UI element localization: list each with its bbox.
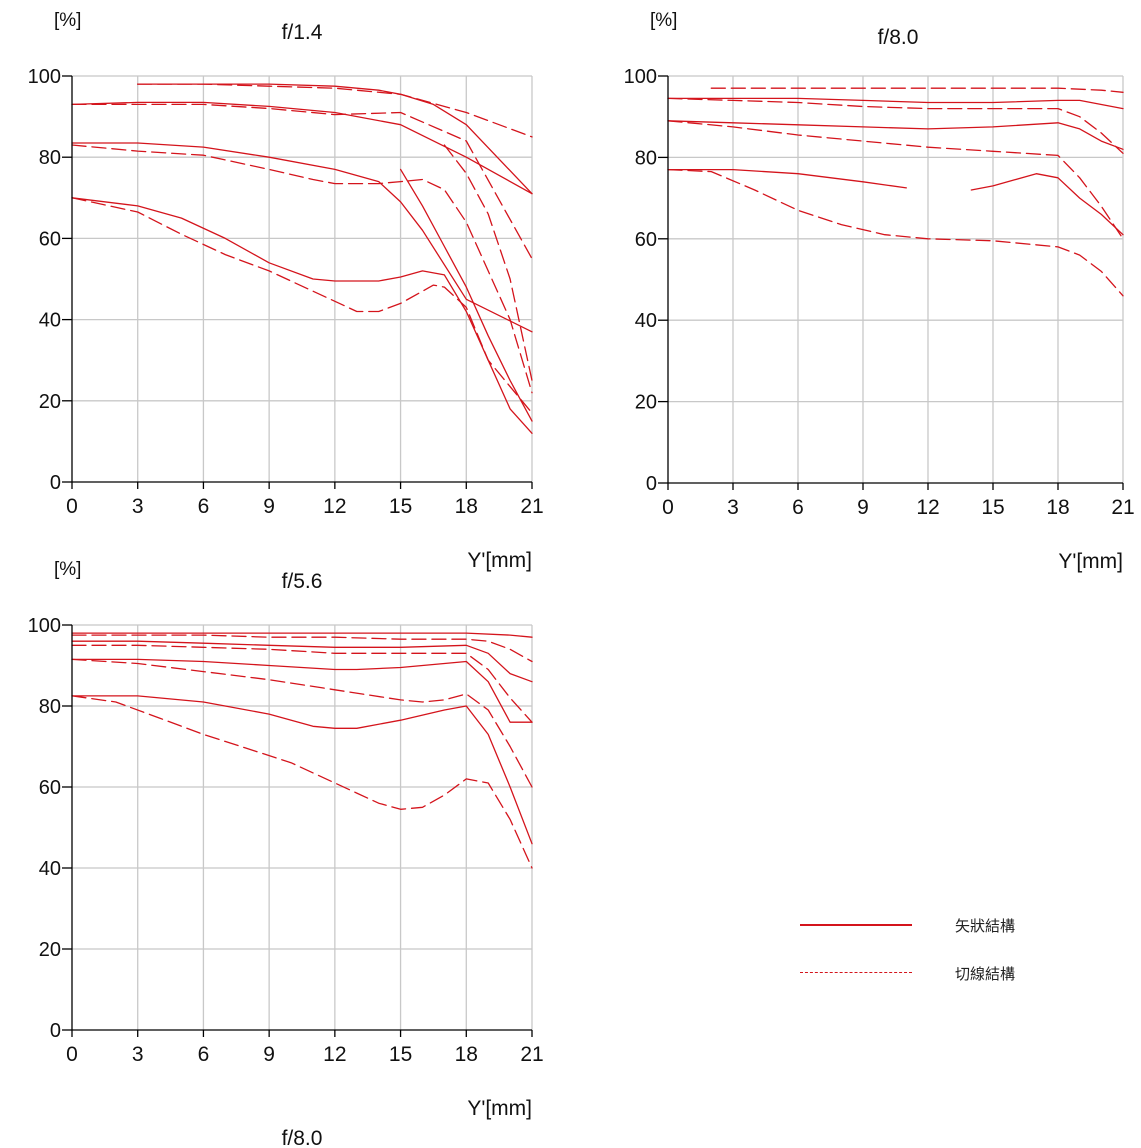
series-line-sagittal-7 <box>71 197 533 434</box>
y-unit-label: [%] <box>54 10 81 31</box>
y-tick-label-100: 100 <box>624 66 657 88</box>
legend-item-tangential: 切線結構 <box>800 963 1100 983</box>
series-line-sagittal-1 <box>71 101 533 195</box>
series-line-tangential-4 <box>71 644 533 723</box>
x-unit-label: Y'[mm] <box>467 1097 532 1120</box>
x-tick-label-15: 15 <box>389 495 412 518</box>
series-line-sagittal-7 <box>71 695 533 845</box>
y-unit-label: [%] <box>54 559 81 580</box>
series-line-tangential-8 <box>71 197 533 414</box>
x-tick-label-3: 3 <box>132 495 144 518</box>
x-tick-label-15: 15 <box>981 496 1004 519</box>
series-line-tangential-10 <box>443 144 533 382</box>
x-tick-label-21: 21 <box>520 495 543 518</box>
series-line-sagittal-5 <box>71 658 533 723</box>
y-tick-label-0: 0 <box>50 472 61 494</box>
series-line-sagittal-7 <box>970 173 1124 236</box>
x-tick-label-12: 12 <box>323 1043 346 1066</box>
x-tick-label-9: 9 <box>263 1043 275 1066</box>
x-tick-label-6: 6 <box>198 1043 210 1066</box>
series-line-tangential-8 <box>71 695 533 869</box>
series-line-tangential-3 <box>71 103 533 260</box>
chart-panel-2: 0 20 40 60 80 100 0 3 6 9 12 15 18 21 [%] f/8.0 Y'[mm] <box>624 10 1135 573</box>
y-tick-label-60: 60 <box>39 777 61 799</box>
y-tick-label-60: 60 <box>635 229 657 251</box>
chart-title: f/8.0 <box>878 26 919 49</box>
x-tick-label-0: 0 <box>662 496 674 519</box>
series-line-sagittal-9 <box>399 168 533 422</box>
series-line-tangential-8 <box>667 168 1124 297</box>
y-tick-label-20: 20 <box>39 391 61 413</box>
x-tick-label-21: 21 <box>1111 496 1134 519</box>
series-line-tangential-2 <box>71 634 533 663</box>
chart-bottom-label: f/8.0 <box>282 1127 323 1148</box>
y-tick-label-60: 60 <box>39 228 61 250</box>
legend-swatch-solid <box>800 924 912 926</box>
y-tick-label-40: 40 <box>635 310 657 332</box>
x-tick-label-12: 12 <box>323 495 346 518</box>
chart-legend: 矢狀結構 切線結構 <box>800 905 1100 995</box>
y-tick-label-100: 100 <box>28 66 61 88</box>
grid-lines <box>72 624 533 1030</box>
x-tick-label-18: 18 <box>1046 496 1069 519</box>
x-tick-label-3: 3 <box>132 1043 144 1066</box>
y-tick-label-0: 0 <box>646 473 657 495</box>
chart-panel-1: 0 20 40 60 80 100 0 3 6 9 12 15 18 21 [%] f/1.4 Y'[mm] <box>28 10 544 572</box>
y-tick-label-40: 40 <box>39 310 61 332</box>
series-line-tangential-6 <box>71 658 533 788</box>
x-tick-label-9: 9 <box>857 496 869 519</box>
y-tick-label-80: 80 <box>39 147 61 169</box>
x-tick-label-6: 6 <box>198 495 210 518</box>
grid-lines <box>72 75 533 482</box>
x-tick-label-0: 0 <box>66 1043 78 1066</box>
x-tick-label-18: 18 <box>455 1043 478 1066</box>
y-tick-label-40: 40 <box>39 858 61 880</box>
x-tick-label-15: 15 <box>389 1043 412 1066</box>
x-tick-label-9: 9 <box>263 495 275 518</box>
x-tick-label-6: 6 <box>792 496 804 519</box>
y-tick-label-20: 20 <box>635 392 657 414</box>
x-tick-label-0: 0 <box>66 495 78 518</box>
x-tick-label-18: 18 <box>455 495 478 518</box>
y-tick-label-80: 80 <box>39 696 61 718</box>
y-tick-label-100: 100 <box>28 615 61 637</box>
series-line-sagittal-5 <box>71 142 533 333</box>
series-line-tangential-3 <box>667 97 1124 154</box>
y-tick-label-80: 80 <box>635 147 657 169</box>
y-tick-label-0: 0 <box>50 1020 61 1042</box>
legend-item-sagittal: 矢狀結構 <box>800 915 1100 935</box>
y-unit-label: [%] <box>650 10 677 31</box>
chart-title: f/1.4 <box>282 21 323 44</box>
series-group <box>71 632 533 869</box>
x-tick-label-21: 21 <box>520 1043 543 1066</box>
x-tick-label-12: 12 <box>916 496 939 519</box>
series-line-tangential-1 <box>710 87 1124 93</box>
x-tick-label-3: 3 <box>727 496 739 519</box>
series-line-sagittal-1 <box>71 632 533 638</box>
series-line-sagittal-4 <box>667 120 1124 150</box>
series-line-sagittal-2 <box>667 97 1124 110</box>
series-line-tangential-6 <box>71 144 533 394</box>
x-unit-label: Y'[mm] <box>1058 550 1123 573</box>
series-line-sagittal-4 <box>137 83 533 195</box>
series-group <box>667 87 1124 297</box>
grid-lines <box>668 75 1124 483</box>
legend-swatch-dashed <box>800 972 912 973</box>
x-unit-label: Y'[mm] <box>467 549 532 572</box>
series-group <box>71 83 533 434</box>
chart-title: f/5.6 <box>282 570 323 593</box>
chart-panel-3: 0 20 40 60 80 100 0 3 6 9 12 15 18 21 [%] f/5.6 Y'[mm] f/… <box>28 559 544 1148</box>
series-line-tangential-5 <box>667 120 1124 240</box>
series-line-sagittal-3 <box>71 640 533 683</box>
legend-label-sagittal: 矢狀結構 <box>955 917 1016 935</box>
y-tick-label-20: 20 <box>39 939 61 961</box>
legend-label-tangential: 切線結構 <box>955 965 1016 983</box>
series-line-sagittal-6 <box>667 168 907 189</box>
